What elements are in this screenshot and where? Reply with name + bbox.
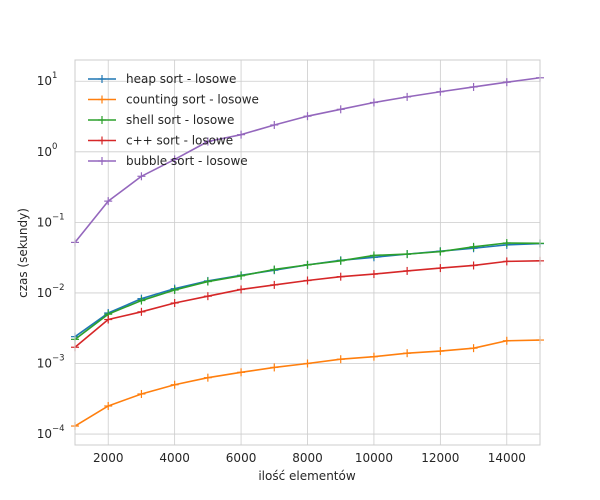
data-point <box>369 251 378 260</box>
legend-label: c++ sort - losowe <box>126 134 233 148</box>
data-point <box>436 247 445 256</box>
data-point <box>336 256 345 265</box>
data-point <box>469 242 478 251</box>
data-point <box>170 380 179 389</box>
data-point <box>203 292 212 301</box>
x-tick-label: 4000 <box>159 451 190 465</box>
y-axis-label: czas (sekundy) <box>16 208 30 298</box>
y-tick-exponent: −2 <box>52 283 65 293</box>
y-tick-base: 10 <box>37 215 52 229</box>
data-point <box>137 307 146 316</box>
data-point <box>369 352 378 361</box>
series-2 <box>71 239 544 344</box>
y-tick-label: 10 1 <box>37 71 58 88</box>
data-point <box>270 120 279 129</box>
data-point <box>237 130 246 139</box>
data-point <box>237 271 246 280</box>
data-point <box>170 155 179 164</box>
data-point <box>137 389 146 398</box>
y-tick-exponent: −1 <box>52 212 65 222</box>
data-point <box>502 336 511 345</box>
x-axis-ticks: 2000 4000 6000 8000 10000 12000 14000 <box>93 451 526 465</box>
y-tick-exponent: −4 <box>52 424 65 434</box>
legend-entry: heap sort - losowe <box>88 72 236 86</box>
data-point <box>369 98 378 107</box>
plot-border <box>74 59 541 446</box>
data-point <box>502 239 511 248</box>
data-point <box>403 92 412 101</box>
data-point <box>336 355 345 364</box>
y-tick-exponent: 1 <box>52 71 57 81</box>
data-point <box>303 276 312 285</box>
data-point <box>137 172 146 181</box>
x-tick-label: 2000 <box>93 451 124 465</box>
legend-label: bubble sort - losowe <box>126 154 248 168</box>
data-point <box>137 296 146 305</box>
data-point <box>436 264 445 273</box>
series-3 <box>71 256 544 352</box>
series-layer <box>71 73 544 431</box>
data-point <box>170 286 179 295</box>
data-point <box>203 277 212 286</box>
legend-label: counting sort - losowe <box>126 93 259 107</box>
legend-entry: bubble sort - losowe <box>88 154 248 168</box>
data-point <box>237 368 246 377</box>
plot-frame <box>74 59 541 446</box>
data-point <box>502 257 511 266</box>
y-tick-base: 10 <box>37 286 52 300</box>
y-tick-label: 10 −2 <box>37 283 65 300</box>
data-point <box>270 265 279 274</box>
x-axis-label: ilość elementów <box>258 469 355 483</box>
y-tick-base: 10 <box>37 145 52 159</box>
data-point <box>104 315 113 324</box>
data-point <box>170 299 179 308</box>
data-point <box>203 373 212 382</box>
y-tick-label: 10 0 <box>37 142 58 159</box>
legend-entry: shell sort - losowe <box>88 113 234 127</box>
y-tick-base: 10 <box>37 74 52 88</box>
y-tick-label: 10 −3 <box>37 354 65 371</box>
data-point <box>303 359 312 368</box>
data-point <box>469 344 478 353</box>
x-tick-label: 14000 <box>488 451 526 465</box>
x-tick-label: 6000 <box>226 451 257 465</box>
data-point <box>403 250 412 259</box>
y-tick-exponent: −3 <box>52 354 65 364</box>
data-point <box>203 137 212 146</box>
legend-entry: counting sort - losowe <box>88 93 259 107</box>
data-point <box>270 280 279 289</box>
legend: heap sort - losowe counting sort - losowe… <box>88 72 259 168</box>
data-point <box>403 349 412 358</box>
legend-label: heap sort - losowe <box>126 72 236 86</box>
data-point <box>237 285 246 294</box>
data-point <box>336 105 345 114</box>
data-point <box>502 78 511 87</box>
data-point <box>270 363 279 372</box>
data-point <box>104 197 113 206</box>
data-point <box>303 260 312 269</box>
x-tick-label: 10000 <box>355 451 393 465</box>
y-tick-exponent: 0 <box>52 142 57 152</box>
y-tick-base: 10 <box>37 427 52 441</box>
data-point <box>403 266 412 275</box>
y-tick-label: 10 −4 <box>37 424 65 441</box>
y-tick-label: 10 −1 <box>37 212 65 229</box>
data-point <box>469 82 478 91</box>
data-point <box>469 261 478 270</box>
data-point <box>336 272 345 281</box>
data-point <box>303 112 312 121</box>
legend-label: shell sort - losowe <box>126 113 234 127</box>
x-tick-label: 8000 <box>292 451 323 465</box>
legend-entry: c++ sort - losowe <box>88 134 233 148</box>
data-point <box>436 87 445 96</box>
data-point <box>104 401 113 410</box>
x-tick-label: 12000 <box>421 451 459 465</box>
data-point <box>369 270 378 279</box>
data-point <box>436 347 445 356</box>
y-tick-base: 10 <box>37 357 52 371</box>
